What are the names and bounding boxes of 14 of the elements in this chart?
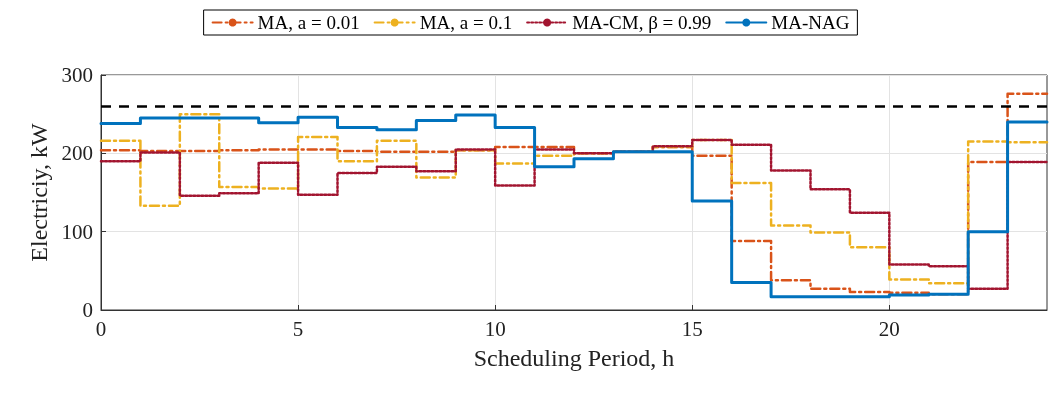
x-axis-title: Scheduling Period, h: [473, 345, 675, 371]
y-tick-label: 100: [61, 219, 93, 244]
x-tick-label: 15: [681, 316, 703, 341]
legend-label: MA, a = 0.01: [257, 12, 360, 33]
legend-label: MA-NAG: [771, 12, 850, 33]
y-tick-label: 300: [61, 63, 93, 87]
y-tick-label: 200: [61, 141, 93, 166]
legend-label: MA, a = 0.1: [419, 12, 513, 33]
y-axis-title: Electriciy, kW: [25, 122, 52, 262]
y-tick-label: 0: [82, 298, 93, 322]
x-tick-label: 5: [292, 316, 304, 341]
legend-label: MA-CM, β = 0.99: [572, 12, 712, 33]
x-tick-label: 20: [878, 316, 900, 341]
x-tick-label: 10: [484, 316, 506, 341]
